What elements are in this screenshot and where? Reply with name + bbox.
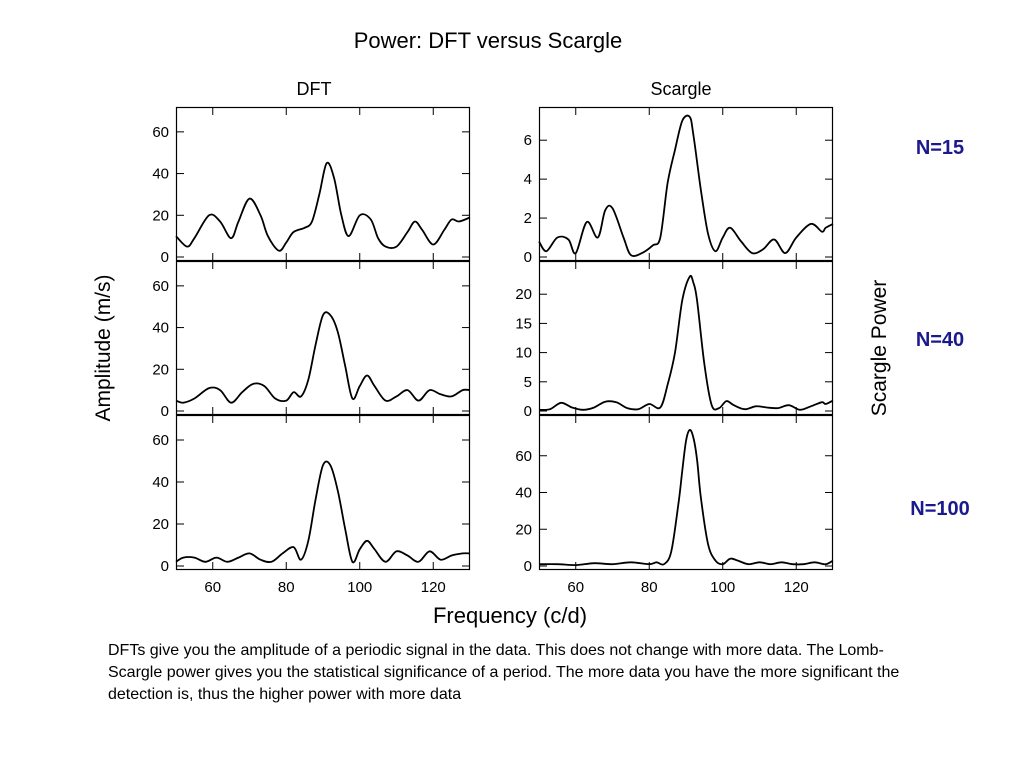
dft-n15-frame bbox=[175, 106, 471, 262]
y-tick-label: 0 bbox=[524, 558, 532, 575]
y-tick-label: 20 bbox=[515, 286, 532, 303]
n15-label: N=15 bbox=[915, 137, 965, 159]
y-tick-label: 5 bbox=[524, 374, 532, 391]
x-tick-label: 60 bbox=[567, 579, 584, 596]
y-tick-label: 0 bbox=[161, 249, 169, 266]
y-tick-label: 15 bbox=[515, 315, 532, 332]
n100-label: N=100 bbox=[910, 498, 970, 520]
y-tick-label: 40 bbox=[152, 474, 169, 491]
scargle-n40-frame bbox=[538, 260, 834, 416]
y-tick-label: 0 bbox=[161, 403, 169, 420]
y-tick-label: 20 bbox=[152, 361, 169, 378]
dft-column-title: DFT bbox=[296, 79, 332, 99]
x-tick-label: 120 bbox=[784, 579, 809, 596]
x-tick-label: 120 bbox=[421, 579, 446, 596]
x-tick-label: 80 bbox=[641, 579, 658, 596]
y-tick-label: 10 bbox=[515, 345, 532, 362]
scargle-n40-series-line bbox=[538, 274, 834, 411]
dft-n100-frame bbox=[175, 414, 471, 571]
scargle-n15-chart: 0 2 4 6 bbox=[524, 106, 834, 266]
x-tick-label: 80 bbox=[278, 579, 295, 596]
dft-n40-series-line bbox=[175, 311, 471, 404]
slide-title: Power: DFT versus Scargle bbox=[353, 28, 623, 53]
caption-text: DFTs give you the amplitude of a periodi… bbox=[108, 642, 900, 703]
x-tick-label: 100 bbox=[347, 579, 372, 596]
y-tick-label: 0 bbox=[524, 249, 532, 266]
n40-label: N=40 bbox=[915, 329, 965, 351]
y-tick-label: 0 bbox=[161, 558, 169, 575]
dft-n15-chart: 0 20 40 60 bbox=[152, 106, 471, 266]
y-tick-label: 20 bbox=[152, 516, 169, 533]
y-tick-label: 6 bbox=[524, 132, 532, 149]
dft-n100-chart: 0 20 40 60 60 80 100 120 bbox=[152, 414, 471, 596]
frequency-axis-label: Frequency (c/d) bbox=[432, 603, 588, 628]
y-tick-label: 20 bbox=[152, 207, 169, 224]
scargle-n40-chart: 0 5 10 15 20 bbox=[515, 260, 834, 420]
x-tick-label: 60 bbox=[204, 579, 221, 596]
scargle-column-title: Scargle bbox=[650, 79, 712, 99]
dft-n100-series-line bbox=[175, 460, 471, 564]
scargle-n15-frame bbox=[538, 106, 834, 262]
y-tick-label: 60 bbox=[152, 124, 169, 141]
y-tick-label: 60 bbox=[152, 432, 169, 449]
dft-n40-chart: 0 20 40 60 bbox=[152, 260, 471, 420]
y-tick-label: 2 bbox=[524, 210, 532, 227]
y-tick-label: 0 bbox=[524, 403, 532, 420]
dft-n40-frame bbox=[175, 260, 471, 416]
dft-n15-series-line bbox=[175, 161, 471, 252]
y-tick-label: 60 bbox=[515, 448, 532, 465]
x-tick-label: 100 bbox=[710, 579, 735, 596]
y-tick-label: 4 bbox=[524, 171, 532, 188]
scargle-n15-series-line bbox=[538, 114, 834, 257]
y-tick-label: 40 bbox=[152, 320, 169, 337]
amplitude-axis-label: Amplitude (m/s) bbox=[92, 274, 115, 422]
y-tick-label: 40 bbox=[515, 485, 532, 502]
y-tick-label: 20 bbox=[515, 521, 532, 538]
y-tick-label: 40 bbox=[152, 166, 169, 183]
scargle-n100-series-line bbox=[538, 429, 834, 567]
scargle-n100-chart: 0 20 40 60 60 80 100 120 bbox=[515, 414, 834, 596]
y-tick-label: 60 bbox=[152, 278, 169, 295]
